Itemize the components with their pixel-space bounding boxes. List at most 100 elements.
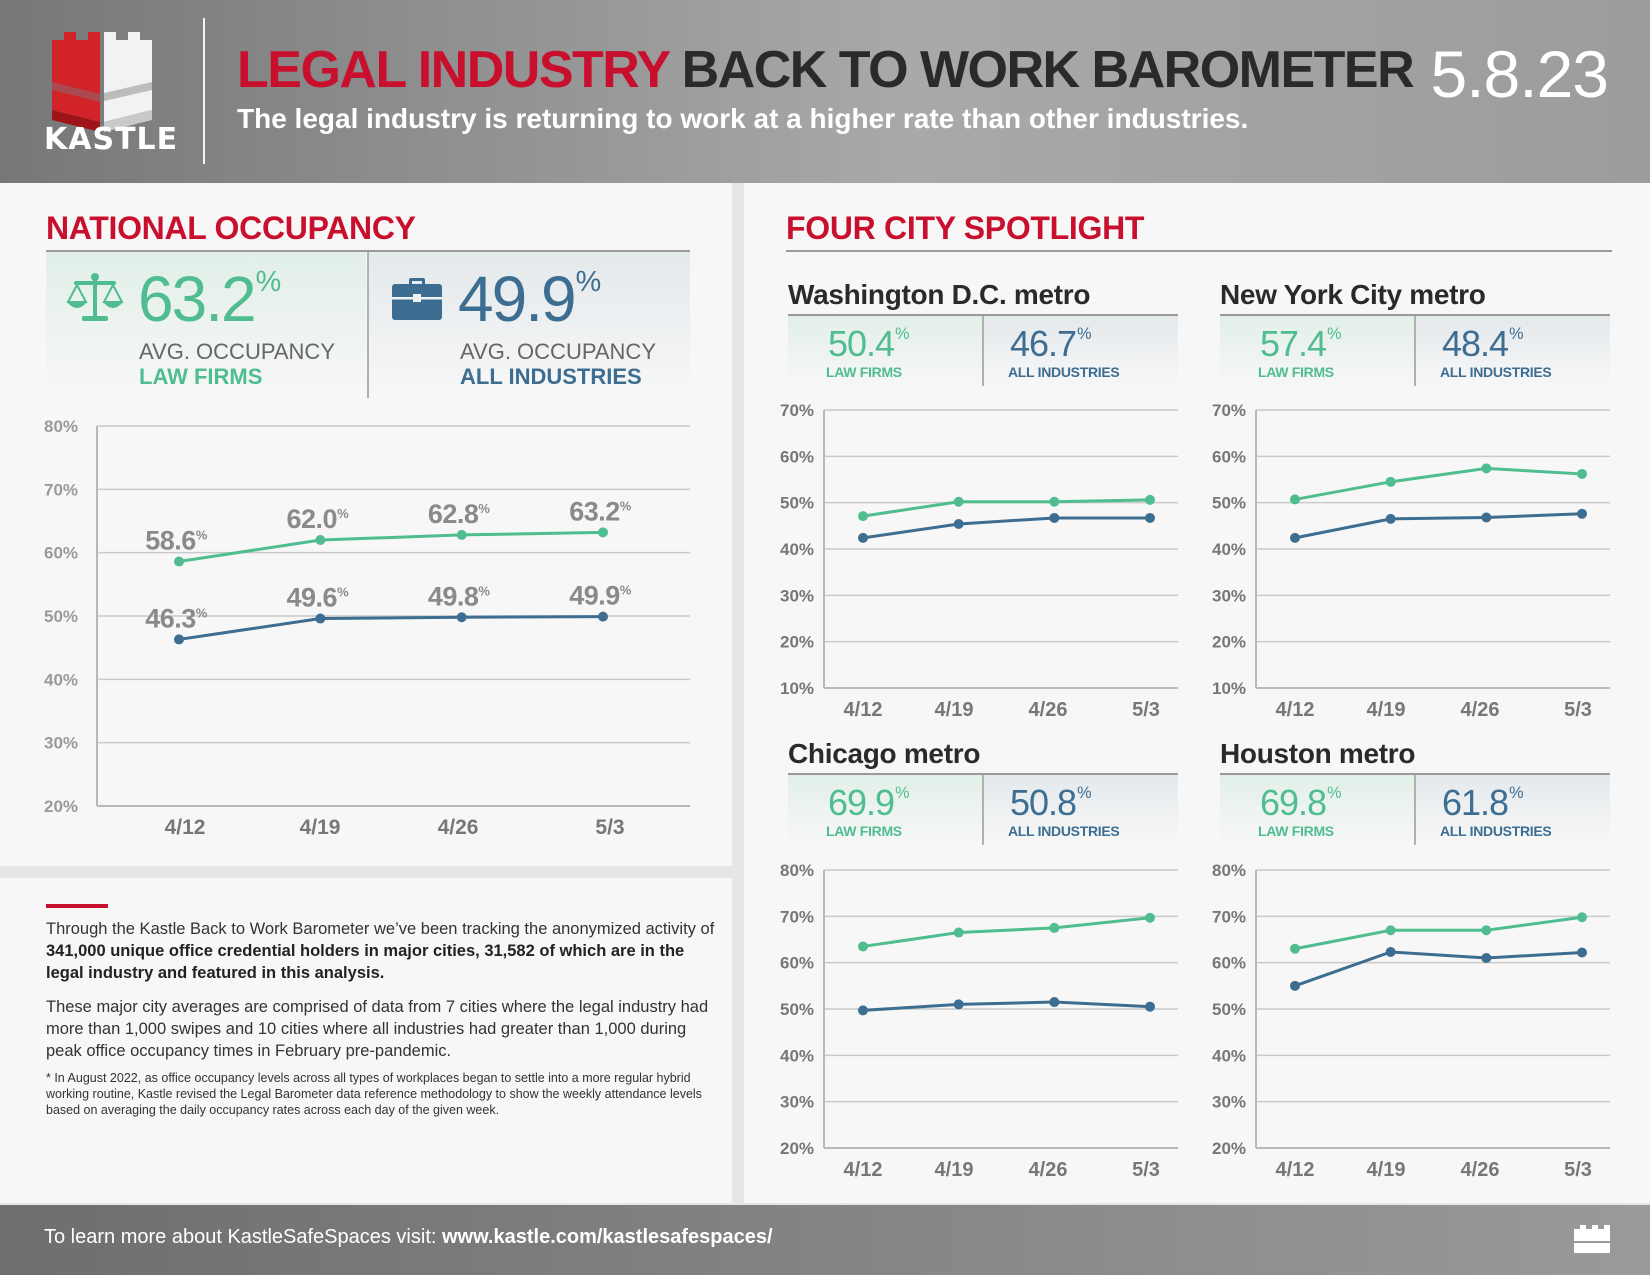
national-all-label-top: AVG. OCCUPANCY	[460, 339, 656, 364]
city-chart-washington: 10% 20% 30% 40% 50% 60% 70% 4/12 4/19 4/26 5/3	[780, 401, 1178, 721]
data-point	[1145, 912, 1155, 923]
header-banner	[0, 0, 1650, 183]
y-tick-label: 50%	[780, 1000, 814, 1019]
series-line	[862, 516, 1150, 540]
data-point	[1385, 947, 1396, 958]
data-point	[858, 1005, 868, 1016]
y-tick-label: 20%	[44, 797, 78, 816]
data-point	[953, 999, 964, 1010]
city-title-houston: Houston metro	[1220, 738, 1416, 769]
data-label: 58.6%	[145, 526, 208, 556]
city-title-washington: Washington D.C. metro	[788, 279, 1091, 310]
footer-link[interactable]: www.kastle.com/kastlesafespaces/	[442, 1226, 773, 1248]
data-point	[1385, 476, 1396, 487]
y-tick-label: 80%	[780, 861, 814, 880]
y-tick-label: 70%	[1212, 401, 1246, 420]
x-tick-label: 5/3	[1564, 1159, 1592, 1181]
scales-icon	[66, 273, 124, 321]
notes-panel	[0, 878, 732, 1203]
data-point	[1290, 532, 1300, 543]
national-rule	[46, 250, 690, 252]
data-point	[1290, 943, 1300, 954]
y-tick-label: 10%	[780, 679, 814, 698]
city-law-value-washington: 50.4%	[828, 323, 910, 364]
data-label: 46.3%	[145, 603, 208, 633]
briefcase-icon	[392, 278, 442, 320]
x-tick-label: 4/12	[844, 1159, 883, 1181]
data-point	[1577, 468, 1587, 479]
city-all-value-new-york: 48.4%	[1442, 323, 1524, 364]
notes-paragraph-1: Through the Kastle Back to Work Baromete…	[46, 920, 715, 982]
data-point	[1145, 494, 1155, 505]
footer-castle-icon	[1574, 1225, 1610, 1253]
y-tick-label: 20%	[780, 633, 814, 652]
y-tick-label: 80%	[44, 417, 78, 436]
x-tick-label: 4/26	[1461, 699, 1500, 721]
data-point	[315, 613, 326, 624]
data-point	[1481, 925, 1492, 936]
y-tick-label: 40%	[780, 540, 814, 559]
city-chart-new-york: 10% 20% 30% 40% 50% 60% 70% 4/12 4/19 4/26 5/3	[1212, 401, 1610, 721]
data-point	[1290, 494, 1300, 505]
city-all-kpi-houston	[1416, 775, 1610, 845]
data-point	[456, 612, 467, 623]
city-rule-houston	[1220, 773, 1610, 775]
series-line	[862, 498, 1151, 518]
kpi-separator	[367, 252, 369, 398]
y-tick-label: 10%	[1212, 679, 1246, 698]
city-law-kpi-chicago	[788, 775, 982, 845]
x-tick-label: 5/3	[595, 816, 624, 839]
national-law-kpi	[46, 252, 366, 398]
city-law-kpi-washington	[788, 316, 982, 386]
series-line	[1294, 950, 1583, 988]
castle-logo-icon	[52, 32, 152, 132]
city-law-label-washington: LAW FIRMS	[826, 364, 902, 380]
city-chart-chicago: 20% 30% 40% 50% 60% 70% 80% 4/12 4/19 4/26 5/3	[780, 861, 1178, 1181]
footer-text: To learn more about KastleSafeSpaces vis…	[44, 1226, 773, 1248]
series-line	[1294, 915, 1583, 951]
city-all-label-new-york: ALL INDUSTRIES	[1440, 364, 1552, 380]
x-tick-label: 4/19	[300, 816, 341, 839]
title-dark: BACK TO WORK BAROMETER	[681, 41, 1415, 99]
x-tick-label: 4/12	[844, 699, 883, 721]
city-all-label-washington: ALL INDUSTRIES	[1008, 364, 1120, 380]
y-tick-label: 20%	[1212, 633, 1246, 652]
y-tick-label: 50%	[1212, 1000, 1246, 1019]
city-all-label-houston: ALL INDUSTRIES	[1440, 823, 1552, 839]
y-tick-label: 70%	[780, 907, 814, 926]
x-tick-label: 4/19	[935, 699, 974, 721]
national-all-kpi	[368, 252, 690, 398]
city-all-kpi-new-york	[1416, 316, 1610, 386]
x-tick-label: 4/12	[165, 816, 206, 839]
report-date: 5.8.23	[1430, 37, 1609, 111]
y-tick-label: 60%	[44, 544, 78, 563]
data-point	[1049, 997, 1060, 1008]
data-label: 49.8%	[428, 581, 491, 611]
y-tick-label: 80%	[1212, 861, 1246, 880]
series-line	[1294, 466, 1583, 501]
data-label: 49.9%	[569, 581, 632, 611]
logo-text: KASTLE	[44, 122, 179, 157]
y-tick-label: 60%	[1212, 447, 1246, 466]
y-tick-label: 70%	[1212, 907, 1246, 926]
series-line	[178, 615, 604, 641]
data-point	[953, 496, 964, 507]
city-law-value-houston: 69.8%	[1260, 782, 1342, 823]
data-point	[1145, 512, 1155, 523]
city-law-label-chicago: LAW FIRMS	[826, 823, 902, 839]
y-tick-label: 40%	[44, 670, 78, 689]
y-tick-label: 50%	[44, 607, 78, 626]
data-point	[1145, 1001, 1155, 1012]
x-tick-label: 4/19	[1367, 1159, 1406, 1181]
national-all-label-bottom: ALL INDUSTRIES	[460, 364, 642, 389]
data-label: 63.2%	[569, 496, 632, 526]
title-red: LEGAL INDUSTRY	[237, 41, 670, 99]
data-point	[953, 927, 964, 938]
y-tick-label: 50%	[780, 494, 814, 513]
data-point	[1049, 512, 1060, 523]
y-tick-label: 50%	[1212, 494, 1246, 513]
data-point	[598, 527, 608, 538]
y-tick-label: 40%	[1212, 540, 1246, 559]
y-tick-label: 40%	[1212, 1046, 1246, 1065]
city-all-kpi-chicago	[984, 775, 1178, 845]
